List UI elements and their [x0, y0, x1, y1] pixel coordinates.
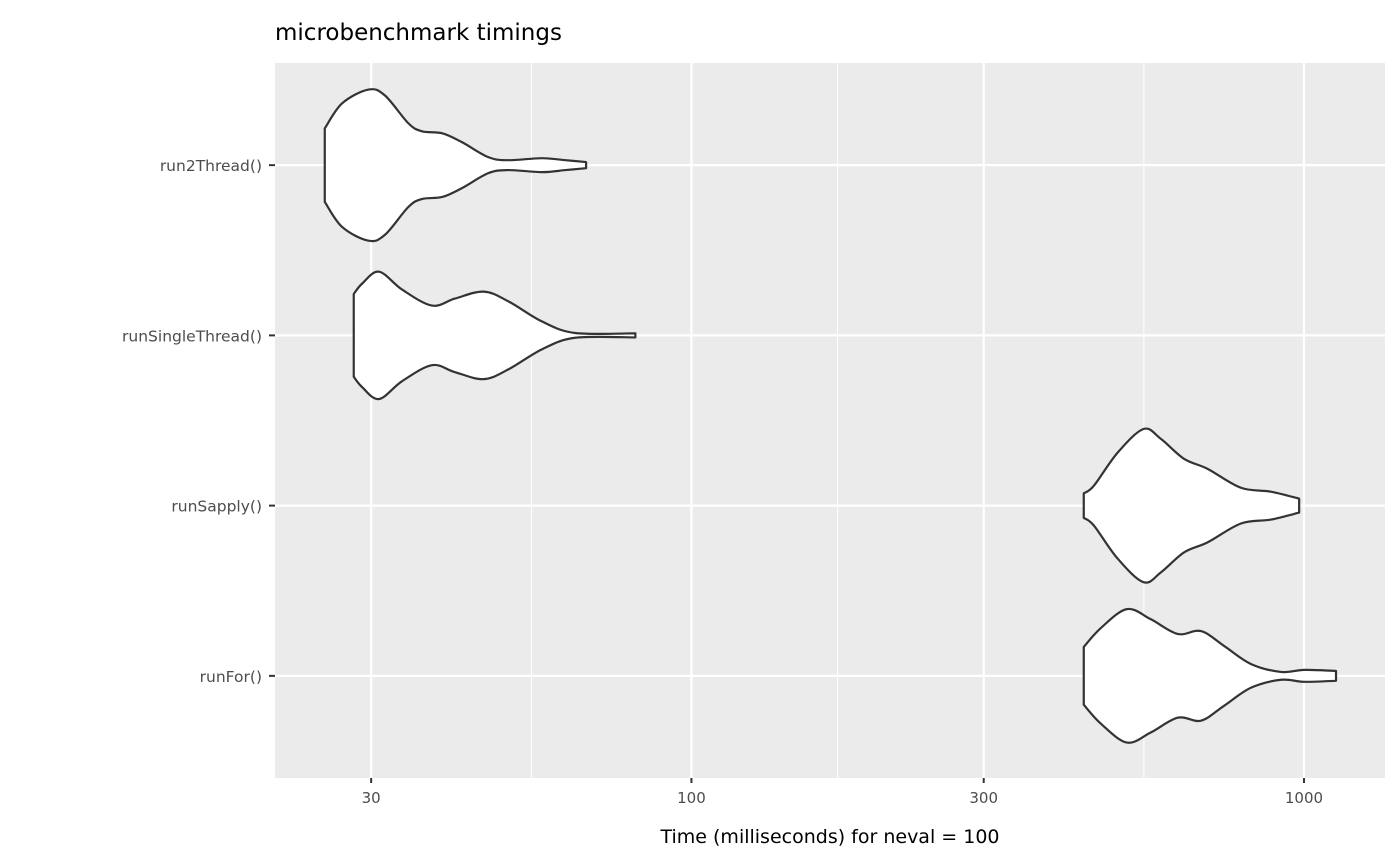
x-axis-label: Time (milliseconds) for neval = 100: [659, 826, 999, 848]
violins: [323, 88, 1338, 744]
violin-runsapply: [1082, 427, 1301, 584]
x-tick-label: 300: [969, 789, 998, 807]
y-tick-label: run2Thread(): [160, 157, 262, 175]
x-tick-label: 100: [677, 789, 706, 807]
y-axis: run2Thread() runSingleThread() runSapply()…: [122, 157, 275, 686]
x-tick-label: 30: [362, 789, 381, 807]
chart-title: microbenchmark timings: [275, 20, 562, 46]
violin-run2thread: [323, 88, 588, 243]
y-tick-label: runSapply(): [171, 498, 262, 516]
x-axis: 30 100 300 1000: [362, 778, 1323, 807]
y-tick-label: runSingleThread(): [122, 327, 262, 345]
violin-runfor: [1082, 607, 1338, 744]
violin-runsinglethread: [352, 270, 637, 401]
y-tick-label: runFor(): [200, 668, 262, 686]
x-tick-label: 1000: [1285, 789, 1323, 807]
